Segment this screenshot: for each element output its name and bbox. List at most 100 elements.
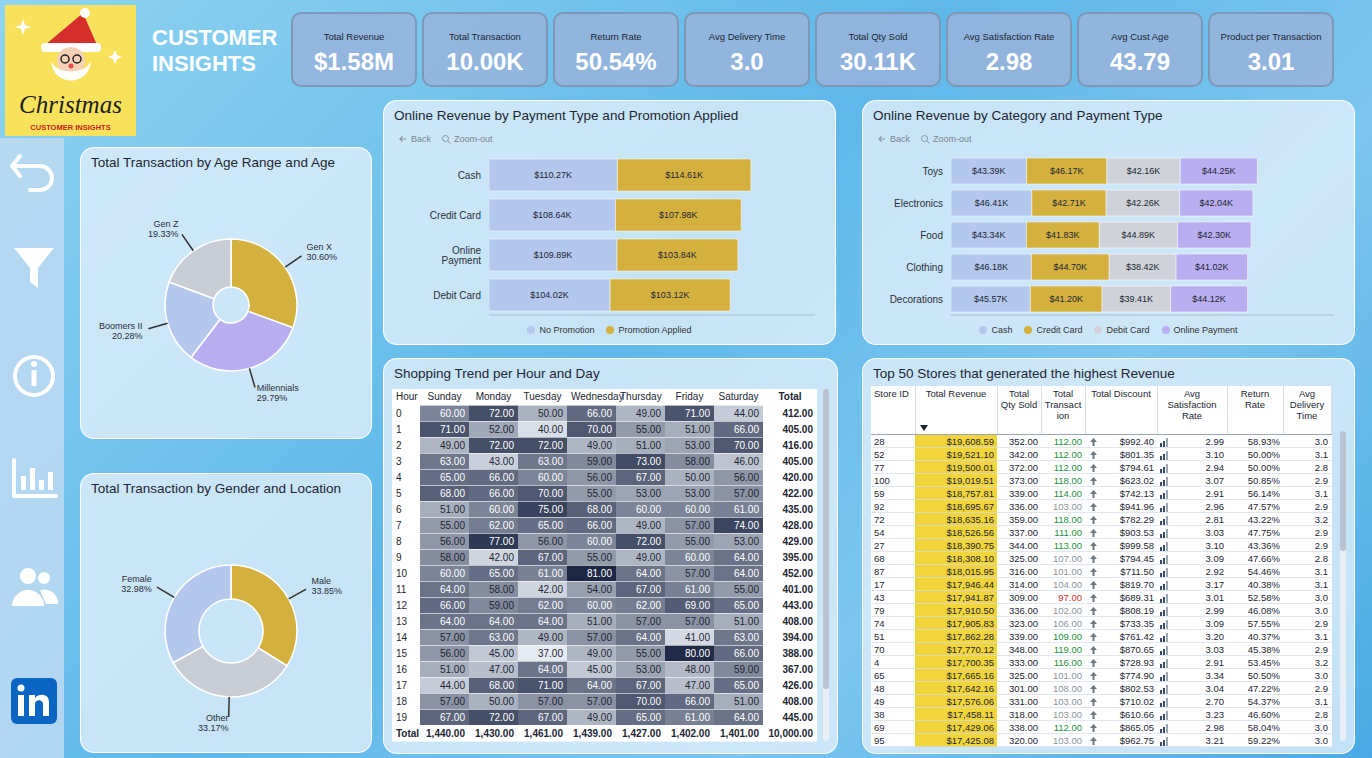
html-text:Return Rate: Return Rate — [1240, 388, 1270, 410]
svg-text:$42.71K: $42.71K — [1052, 198, 1086, 208]
html-text:70.00: 70.00 — [734, 439, 759, 451]
html-text:416.00: 416.00 — [782, 439, 813, 451]
html-text:Hour: Hour — [396, 391, 418, 403]
svg-text:$43.34K: $43.34K — [972, 230, 1006, 240]
html-text:Christmas: Christmas — [19, 91, 122, 118]
svg-text:$46.18K: $46.18K — [974, 262, 1008, 272]
html-text:40.00: 40.00 — [538, 423, 563, 435]
html-text:49.00: 49.00 — [636, 407, 661, 419]
html-text:52.00: 52.00 — [489, 423, 514, 435]
html-text:10.00K: 10.00K — [446, 48, 524, 75]
html-text:72.00: 72.00 — [538, 439, 563, 451]
svg-text:$114.61K: $114.61K — [665, 170, 703, 180]
svg-text:$109.89K: $109.89K — [534, 250, 573, 260]
html-text:43.79: 43.79 — [1110, 48, 1170, 75]
svg-text:$46.41K: $46.41K — [975, 198, 1009, 208]
svg-text:$45.57K: $45.57K — [974, 294, 1008, 304]
svg-text:$108.64K: $108.64K — [533, 210, 572, 220]
svg-text:$43.39K: $43.39K — [972, 166, 1006, 176]
svg-text:$39.41K: $39.41K — [1120, 294, 1154, 304]
html-text:Avg Delivery Time: Avg Delivery Time — [1289, 388, 1325, 421]
html-text:49.00: 49.00 — [440, 439, 465, 451]
svg-text:$44.12K: $44.12K — [1192, 294, 1226, 304]
html-text:Online Revenue by Payment Type: Online Revenue by Payment Type and Promo… — [394, 108, 739, 123]
svg-text:$104.02K: $104.02K — [530, 290, 569, 300]
svg-text:$38.42K: $38.42K — [1126, 262, 1160, 272]
html-text:Total: Total — [778, 391, 802, 403]
svg-text:$44.89K: $44.89K — [1122, 230, 1156, 240]
html-text:Online Revenue by Category and: Online Revenue by Category and Payment T… — [873, 108, 1163, 123]
svg-text:$103.12K: $103.12K — [651, 290, 690, 300]
html-text:51.00: 51.00 — [636, 439, 661, 451]
html-text:Avg Satisfaction Rate: Avg Satisfaction Rate — [1167, 388, 1217, 421]
svg-text:Clothing: Clothing — [906, 262, 943, 273]
html-text:Total Transaction by Age Range: Total Transaction by Age Range and Age — [91, 155, 335, 170]
svg-text:Decorations: Decorations — [890, 294, 943, 305]
svg-text:$42.30K: $42.30K — [1197, 230, 1231, 240]
html-text:Saturday: Saturday — [718, 391, 759, 403]
html-text:Total Qty Sold: Total Qty Sold — [1000, 388, 1038, 410]
html-text:72.00: 72.00 — [489, 439, 514, 451]
svg-text:$110.27K: $110.27K — [534, 170, 572, 180]
svg-text:Boomers II20.28%: Boomers II20.28% — [99, 321, 143, 341]
html-text:50.00: 50.00 — [538, 407, 563, 419]
html-text:Total Transaction: Total Transaction — [1044, 388, 1082, 421]
html-text:66.00: 66.00 — [734, 423, 759, 435]
svg-text:Food: Food — [920, 230, 943, 241]
svg-text:Debit Card: Debit Card — [433, 290, 481, 301]
html-text:50.54%: 50.54% — [575, 48, 657, 75]
html-text:CUSTOMER INSIGHTS: CUSTOMER INSIGHTS — [152, 25, 278, 76]
svg-text:$107.98K: $107.98K — [659, 210, 698, 220]
html-text:30.11K: 30.11K — [840, 48, 916, 75]
svg-text:$44.70K: $44.70K — [1054, 262, 1088, 272]
html-text:$1.58M: $1.58M — [314, 48, 394, 75]
html-text:55.00: 55.00 — [636, 423, 661, 435]
html-text:Total Transaction by Gender an: Total Transaction by Gender and Location — [91, 481, 341, 496]
svg-text:$41.20K: $41.20K — [1049, 294, 1083, 304]
html-text:2.98: 2.98 — [985, 48, 1033, 75]
html-text:Top 50 Stores that generated t: Top 50 Stores that generated the highest… — [873, 366, 1175, 381]
html-text:71.00: 71.00 — [440, 423, 465, 435]
html-text:Friday: Friday — [675, 391, 704, 403]
html-text:Shopping Trend per Hour and Da: Shopping Trend per Hour and Day — [394, 366, 600, 381]
svg-text:Toys: Toys — [922, 166, 943, 177]
svg-text:Millennials29.79%: Millennials29.79% — [257, 383, 300, 403]
html-text:3.0: 3.0 — [730, 48, 764, 75]
svg-text:$42.04K: $42.04K — [1200, 198, 1234, 208]
html-text:412.00: 412.00 — [782, 407, 813, 419]
html-text:71.00: 71.00 — [685, 407, 710, 419]
svg-text:Other33.17%: Other33.17% — [198, 713, 229, 733]
svg-text:$44.25K: $44.25K — [1202, 166, 1236, 176]
svg-text:$42.16K: $42.16K — [1127, 166, 1161, 176]
html-text:72.00: 72.00 — [489, 407, 514, 419]
html-text:Wednesday: Wednesday — [571, 391, 624, 403]
svg-text:Credit Card: Credit Card — [430, 210, 481, 221]
html-text:Monday: Monday — [475, 391, 512, 403]
html-text:53.00: 53.00 — [685, 439, 710, 451]
svg-text:Female32.98%: Female32.98% — [121, 574, 152, 594]
html-text:405.00: 405.00 — [782, 423, 813, 435]
svg-text:$46.17K: $46.17K — [1050, 166, 1084, 176]
html-text:Thursday: Thursday — [620, 391, 662, 403]
html-text:63.00: 63.00 — [440, 455, 465, 467]
svg-text:Male33.85%: Male33.85% — [311, 576, 342, 596]
svg-text:$103.84K: $103.84K — [658, 250, 697, 260]
html-text:3.01: 3.01 — [1247, 48, 1295, 75]
html-text:51.00: 51.00 — [685, 423, 710, 435]
html-text:Tuesday: Tuesday — [523, 391, 562, 403]
svg-text:$41.83K: $41.83K — [1046, 230, 1080, 240]
svg-text:OnlinePayment: OnlinePayment — [442, 245, 482, 266]
html-text:49.00: 49.00 — [587, 439, 612, 451]
svg-text:Cash: Cash — [458, 170, 481, 181]
svg-text:Gen X30.60%: Gen X30.60% — [306, 242, 337, 262]
html-text:66.00: 66.00 — [587, 407, 612, 419]
svg-text:Gen Z19.33%: Gen Z19.33% — [148, 219, 179, 239]
svg-text:$41.02K: $41.02K — [1195, 262, 1229, 272]
html-text:70.00: 70.00 — [587, 423, 612, 435]
html-text:60.00: 60.00 — [440, 407, 465, 419]
svg-text:Electronics: Electronics — [894, 198, 943, 209]
html-text:43.00: 43.00 — [489, 455, 514, 467]
html-text:44.00: 44.00 — [734, 407, 759, 419]
svg-text:$42.26K: $42.26K — [1126, 198, 1160, 208]
html-text:Sunday: Sunday — [427, 391, 462, 403]
